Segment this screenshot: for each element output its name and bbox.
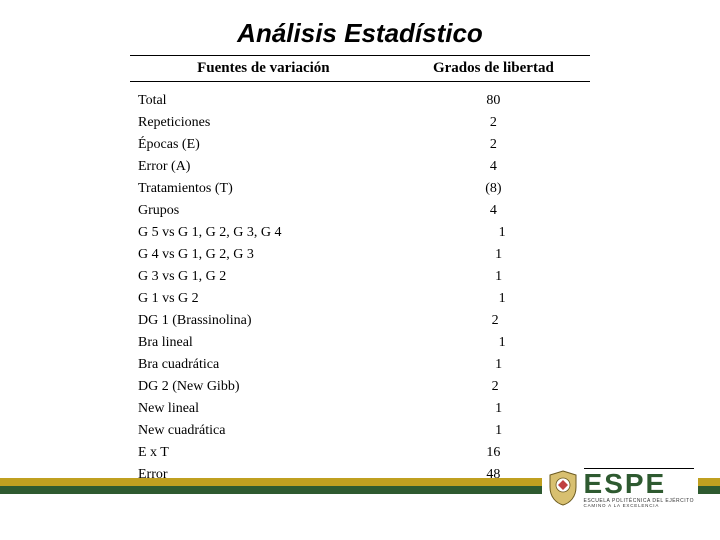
- table-row: Total80: [130, 90, 590, 112]
- header-sources: Fuentes de variación: [130, 60, 397, 77]
- row-value: 1: [397, 354, 590, 376]
- row-value: 2: [397, 134, 590, 156]
- row-value: 1: [397, 244, 590, 266]
- row-value: 80: [397, 90, 590, 112]
- row-label: G 3 vs G 1, G 2: [130, 266, 397, 288]
- table-row: G 5 vs G 1, G 2, G 3, G 4 1: [130, 222, 590, 244]
- table-row: Error (A)4: [130, 156, 590, 178]
- row-label: G 1 vs G 2: [130, 288, 397, 310]
- row-label: Tratamientos (T): [130, 178, 397, 200]
- table-row: Épocas (E)2: [130, 134, 590, 156]
- row-value: 1: [397, 420, 590, 442]
- row-label: New lineal: [130, 398, 397, 420]
- row-label: Bra lineal: [130, 332, 397, 354]
- table-row: G 4 vs G 1, G 2, G 3 1: [130, 244, 590, 266]
- table-row: Grupos4: [130, 200, 590, 222]
- row-label: Total: [130, 90, 397, 112]
- table-row: G 1 vs G 2 1: [130, 288, 590, 310]
- row-value: 2: [397, 376, 590, 398]
- table-header-row: Fuentes de variación Grados de libertad: [130, 56, 590, 82]
- row-label: Bra cuadrática: [130, 354, 397, 376]
- table-row: New cuadrática 1: [130, 420, 590, 442]
- logo-name: ESPE: [584, 471, 694, 496]
- table-row: DG 2 (New Gibb) 2: [130, 376, 590, 398]
- row-value: (8): [397, 178, 590, 200]
- row-value: 1: [397, 266, 590, 288]
- anova-table: Fuentes de variación Grados de libertad …: [130, 55, 590, 486]
- table-row: Bra lineal 1: [130, 332, 590, 354]
- row-label: DG 2 (New Gibb): [130, 376, 397, 398]
- espe-logo: ESPE ESCUELA POLITÉCNICA DEL EJÉRCITO CA…: [542, 466, 698, 510]
- page-title: Análisis Estadístico: [0, 18, 720, 49]
- table-row: Tratamientos (T)(8): [130, 178, 590, 200]
- row-value: 2: [397, 310, 590, 332]
- row-value: 1: [397, 288, 590, 310]
- row-value: 1: [397, 222, 590, 244]
- row-label: New cuadrática: [130, 420, 397, 442]
- row-value: 16: [397, 442, 590, 464]
- row-value: 4: [397, 156, 590, 178]
- row-label: Repeticiones: [130, 112, 397, 134]
- row-label: G 4 vs G 1, G 2, G 3: [130, 244, 397, 266]
- slide: Análisis Estadístico Fuentes de variació…: [0, 0, 720, 540]
- row-label: Error (A): [130, 156, 397, 178]
- table-row: Repeticiones2: [130, 112, 590, 134]
- row-label: G 5 vs G 1, G 2, G 3, G 4: [130, 222, 397, 244]
- table-row: DG 1 (Brassinolina) 2: [130, 310, 590, 332]
- table-row: Bra cuadrática 1: [130, 354, 590, 376]
- row-label: DG 1 (Brassinolina): [130, 310, 397, 332]
- row-label: E x T: [130, 442, 397, 464]
- row-value: 1: [397, 332, 590, 354]
- table-body: Total80Repeticiones2Épocas (E)2Error (A)…: [130, 82, 590, 486]
- shield-icon: [546, 469, 580, 507]
- row-label: Épocas (E): [130, 134, 397, 156]
- row-label: Grupos: [130, 200, 397, 222]
- table-row: G 3 vs G 1, G 2 1: [130, 266, 590, 288]
- table-row: New lineal 1: [130, 398, 590, 420]
- logo-text: ESPE ESCUELA POLITÉCNICA DEL EJÉRCITO CA…: [584, 468, 694, 508]
- logo-sub2: CAMINO A LA EXCELENCIA: [584, 504, 694, 509]
- table-row: E x T16: [130, 442, 590, 464]
- row-value: 1: [397, 398, 590, 420]
- header-df: Grados de libertad: [397, 60, 590, 77]
- row-value: 2: [397, 112, 590, 134]
- row-value: 4: [397, 200, 590, 222]
